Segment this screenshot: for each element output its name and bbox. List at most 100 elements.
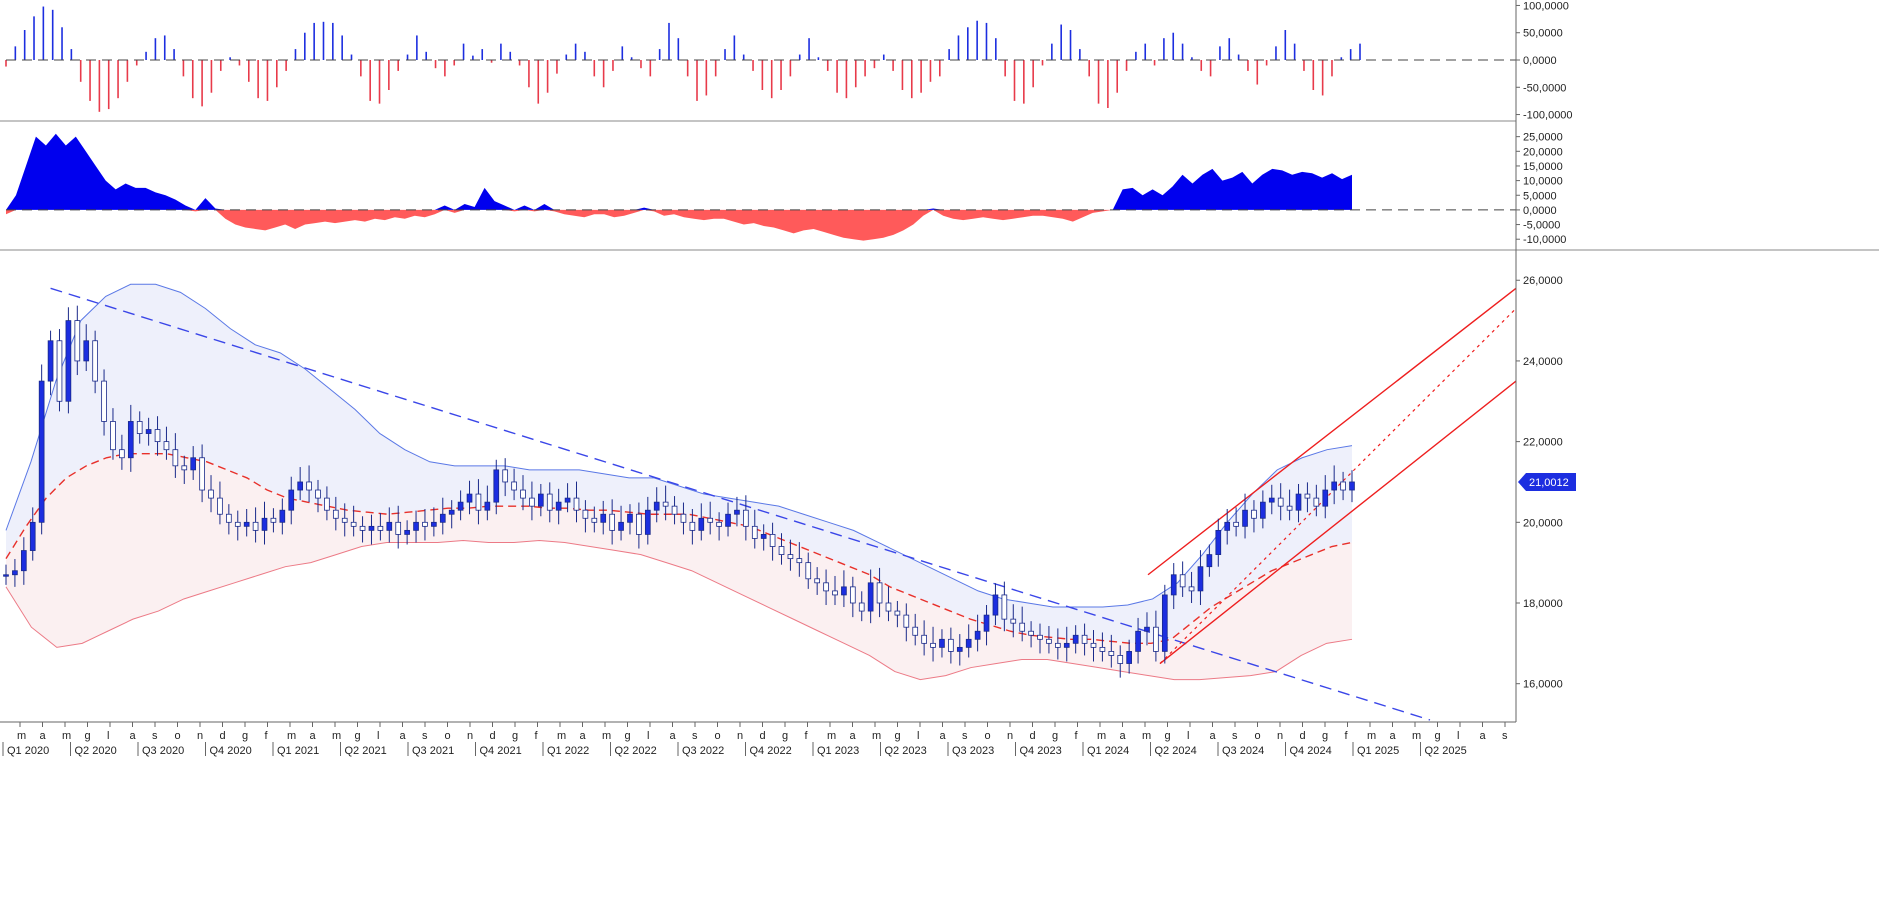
candle-body [564,497,571,503]
x-tick-label: g [355,730,361,742]
x-tick-label: o [1255,730,1261,742]
x-quarter-label: Q4 2024 [1290,745,1332,757]
x-tick-label: l [1457,730,1459,742]
candle-body [92,340,98,382]
candle-body [1224,521,1231,531]
candle-body [1081,634,1088,644]
candle-body [627,513,633,523]
y-tick-label: 20,0000 [1523,146,1563,158]
candle-body [1063,642,1070,648]
candle-body [546,493,553,511]
candle-body [431,521,437,527]
x-tick-label: o [985,730,991,742]
candle-body [555,501,562,511]
candle-body [1019,622,1026,632]
candle-body [992,594,999,616]
candle-body [190,457,197,471]
candle-body [1206,554,1213,568]
candle-body [751,525,758,539]
x-quarter-label: Q2 2024 [1155,745,1197,757]
candle-body [1144,626,1150,632]
candle-body [1037,634,1043,640]
candle-body [208,489,214,499]
x-tick-label: a [40,730,47,742]
x-tick-label: d [1300,730,1306,742]
x-quarter-label: Q3 2022 [682,745,724,757]
x-tick-label: a [1390,730,1397,742]
candle-body [609,513,615,531]
candle-body [484,501,491,511]
x-tick-label: g [85,730,91,742]
oscillator-panel: 100,0000 50,0000 0,0000 -50,0000 -100,0000 [0,0,1573,122]
descending-trendline [50,287,1431,721]
candle-body [1313,497,1320,507]
candle-body [404,529,410,535]
x-tick-label: g [1322,730,1328,742]
candle-body [493,469,500,503]
x-tick-label: g [242,730,248,742]
candle-body [520,489,526,499]
x-tick-label: s [1502,730,1508,742]
x-tick-label: m [602,730,611,742]
x-quarter-label: Q2 2023 [885,745,927,757]
candle-body [823,582,829,592]
candle-body [832,590,838,596]
x-tick-label: l [917,730,919,742]
candle-body [199,457,205,491]
candle-body [796,558,803,564]
candle-body [743,509,749,527]
candle-body [12,570,18,576]
candle-body [29,521,36,551]
candle-body [573,497,580,511]
candle-body [1179,574,1186,588]
x-tick-label: o [175,730,181,742]
y-tick-label: 100,0000 [1523,0,1569,12]
candle-body [591,517,598,523]
y-tick-label: 10,0000 [1523,176,1563,188]
candle-body [127,421,134,459]
x-tick-label: n [467,730,473,742]
candle-body [110,421,116,451]
x-quarter-label: Q1 2020 [7,745,49,757]
x-quarter-label: Q1 2025 [1357,745,1399,757]
candle-body [136,421,143,434]
x-tick-label: d [1030,730,1036,742]
candle-body [252,521,259,531]
x-tick-label: g [625,730,631,742]
candle-body [163,441,170,451]
x-tick-label: m [1142,730,1151,742]
candle-body [270,517,277,523]
channel-lower-line [1159,380,1517,665]
x-tick-label: m [332,730,341,742]
x-quarter-label: Q1 2023 [817,745,859,757]
candle-body [974,630,981,640]
x-quarter-label: Q4 2020 [210,745,252,757]
x-tick-label: n [737,730,743,742]
x-tick-label: a [310,730,317,742]
candle-body [154,429,161,443]
candle-body [511,481,517,491]
candle-body [867,582,874,612]
candle-body [56,340,63,402]
y-tick-label: 20,0000 [1523,517,1563,529]
candle-body [787,554,794,560]
candle-body [297,481,303,491]
x-tick-label: m [1412,730,1421,742]
y-tick-label: 0,0000 [1523,205,1557,217]
x-tick-label: a [1210,730,1217,742]
x-tick-label: l [1187,730,1189,742]
candle-body [1242,509,1248,527]
candle-body [876,582,883,604]
candle-body [226,513,232,523]
x-tick-label: s [1232,730,1238,742]
candle-body [1126,651,1132,664]
candle-body [1055,642,1061,648]
x-quarter-label: Q3 2024 [1222,745,1264,757]
candle-body [858,602,865,612]
candle-body [618,521,624,531]
x-tick-label: d [220,730,226,742]
upper-band-line [5,283,1353,608]
candle-body [1108,651,1115,656]
x-tick-label: s [422,730,428,742]
